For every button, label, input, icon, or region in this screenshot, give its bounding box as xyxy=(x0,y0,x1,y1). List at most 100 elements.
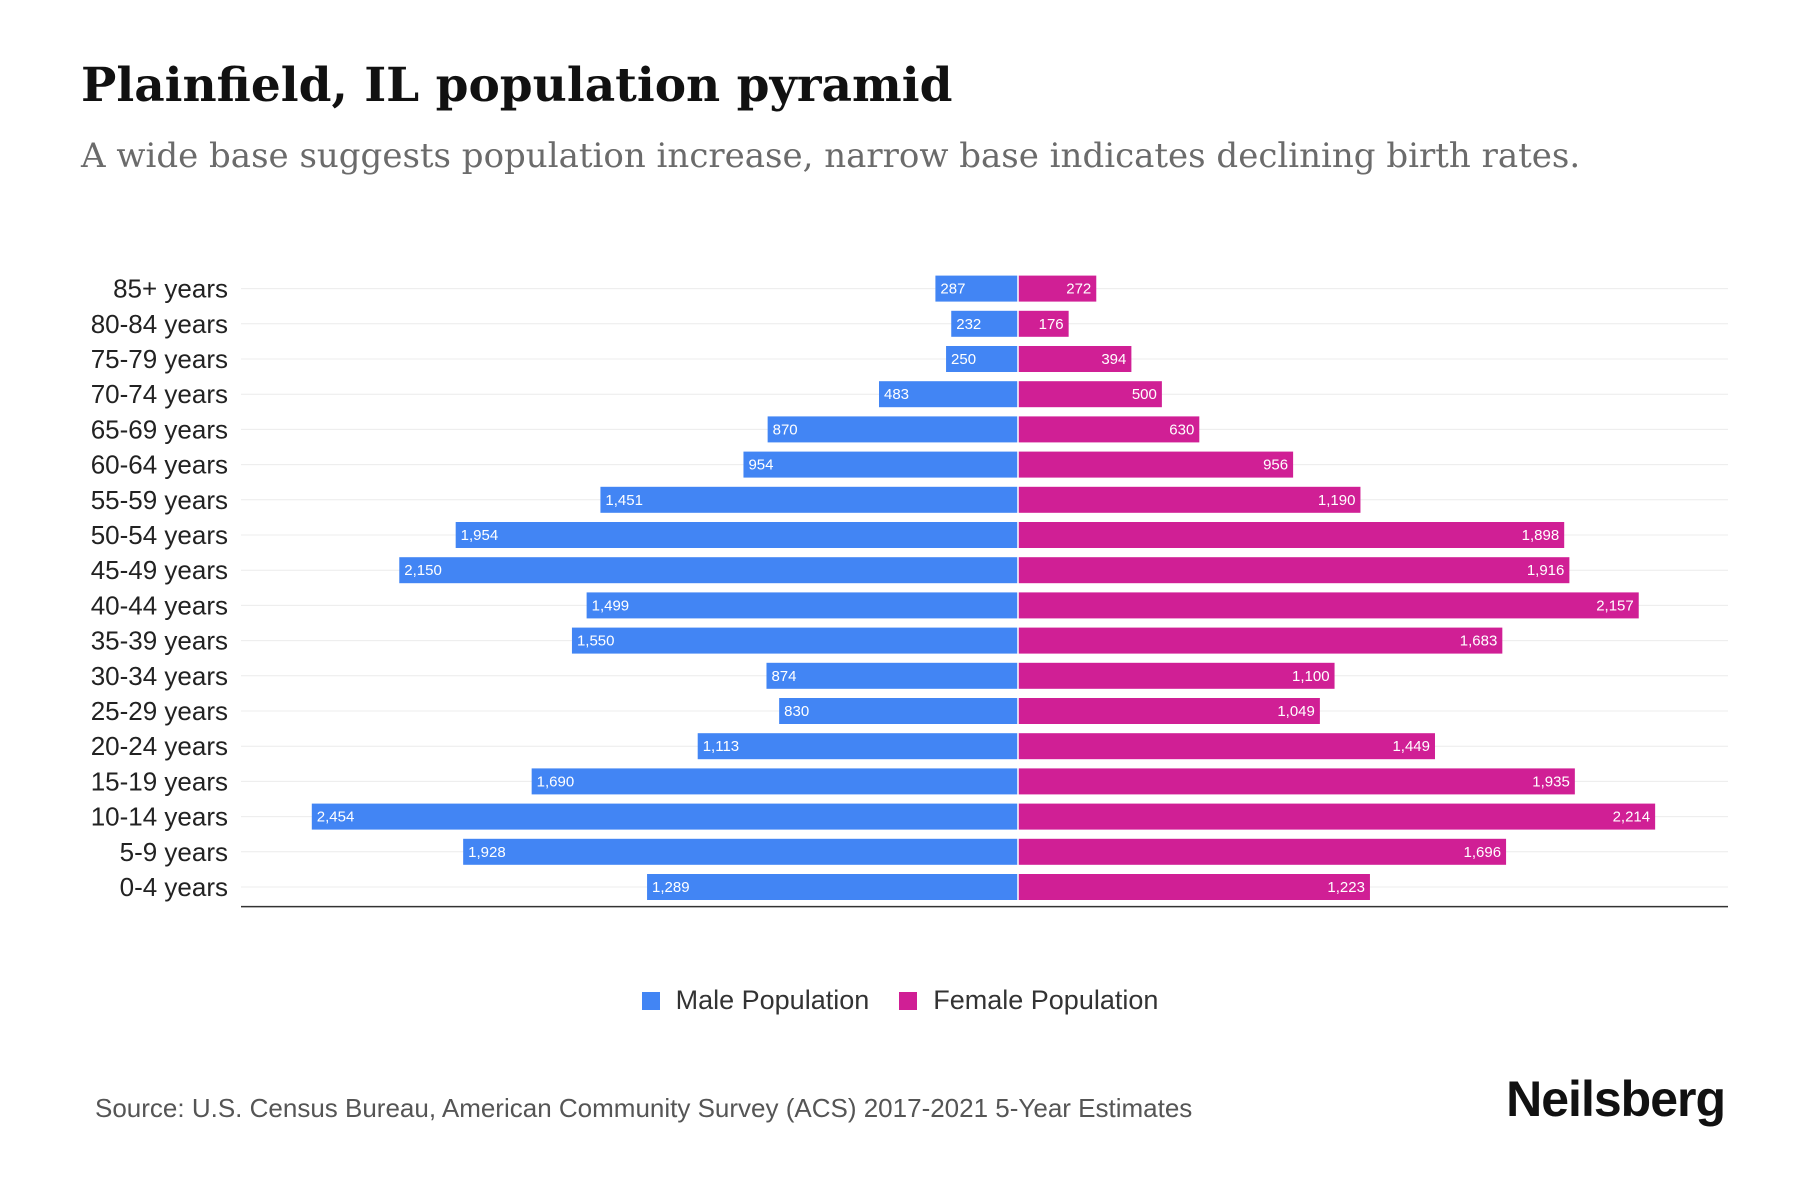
male-bar xyxy=(879,381,1018,408)
chart-title: Plainfield, IL population pyramid xyxy=(81,58,953,113)
male-value-label: 287 xyxy=(940,281,965,298)
source-note: Source: U.S. Census Bureau, American Com… xyxy=(95,1093,1193,1123)
male-swatch xyxy=(641,991,660,1010)
population-pyramid-chart: 287 272 85+ years 232 176 80-84 years 250 394 75… xyxy=(90,273,1728,908)
male-bar xyxy=(586,592,1018,619)
female-value-label: 630 xyxy=(1169,421,1194,438)
chart-legend: Male Population Female Population xyxy=(0,985,1800,1016)
male-bar xyxy=(697,733,1018,760)
male-bar xyxy=(951,310,1018,337)
category-label: 30-34 years xyxy=(91,661,228,691)
brand-logo: Neilsberg xyxy=(1506,1071,1726,1127)
category-label: 0-4 years xyxy=(120,872,228,902)
legend-male-label: Male Population xyxy=(675,985,870,1015)
female-bar xyxy=(1018,768,1575,795)
category-label: 75-79 years xyxy=(91,344,228,374)
category-label: 15-19 years xyxy=(91,766,228,796)
category-label: 45-49 years xyxy=(91,555,228,585)
female-value-label: 500 xyxy=(1132,386,1157,403)
female-bar xyxy=(1018,557,1570,584)
female-value-label: 1,223 xyxy=(1327,879,1365,896)
male-value-label: 1,954 xyxy=(461,527,499,544)
female-bar xyxy=(1018,275,1097,302)
male-value-label: 232 xyxy=(956,316,981,333)
category-label: 35-39 years xyxy=(91,626,228,656)
male-value-label: 954 xyxy=(748,457,773,474)
female-bar xyxy=(1018,662,1335,689)
legend-female-label: Female Population xyxy=(933,985,1159,1015)
female-bar xyxy=(1018,627,1503,654)
legend-item-male: Male Population xyxy=(641,985,870,1016)
female-value-label: 272 xyxy=(1066,281,1091,298)
female-value-label: 1,898 xyxy=(1522,527,1560,544)
female-bar xyxy=(1018,874,1370,900)
category-label: 50-54 years xyxy=(91,520,228,550)
legend-item-female: Female Population xyxy=(899,985,1158,1016)
male-value-label: 1,550 xyxy=(577,633,615,650)
category-label: 20-24 years xyxy=(91,731,228,761)
male-value-label: 1,928 xyxy=(468,844,506,861)
category-label: 5-9 years xyxy=(120,837,228,867)
female-value-label: 176 xyxy=(1039,316,1064,333)
female-value-label: 1,683 xyxy=(1460,633,1498,650)
female-bar xyxy=(1018,381,1162,408)
male-bar xyxy=(399,557,1018,584)
male-bar xyxy=(743,451,1018,478)
male-value-label: 2,454 xyxy=(317,809,355,826)
male-value-label: 1,451 xyxy=(605,492,643,509)
category-label: 60-64 years xyxy=(91,450,228,480)
male-value-label: 1,289 xyxy=(652,879,690,896)
male-bar xyxy=(647,874,1018,900)
category-label: 70-74 years xyxy=(91,379,228,409)
female-bar xyxy=(1018,451,1294,478)
category-label: 65-69 years xyxy=(91,414,228,444)
female-value-label: 1,190 xyxy=(1318,492,1356,509)
male-value-label: 1,113 xyxy=(703,738,739,755)
male-bar xyxy=(946,346,1018,372)
female-bar xyxy=(1018,346,1132,372)
female-bar xyxy=(1018,416,1200,443)
male-bar xyxy=(779,698,1018,724)
female-value-label: 1,100 xyxy=(1292,668,1330,685)
male-bar xyxy=(311,803,1018,830)
male-bar xyxy=(766,662,1018,689)
male-bar xyxy=(455,522,1018,548)
female-bar xyxy=(1018,803,1656,830)
male-value-label: 1,499 xyxy=(592,597,630,614)
male-bar xyxy=(767,416,1018,443)
female-swatch xyxy=(899,991,918,1010)
male-value-label: 870 xyxy=(773,421,798,438)
female-value-label: 394 xyxy=(1101,351,1126,368)
chart-subtitle: A wide base suggests population increase… xyxy=(81,136,1581,176)
category-label: 55-59 years xyxy=(91,485,228,515)
female-value-label: 1,696 xyxy=(1464,844,1502,861)
male-bar xyxy=(571,627,1018,654)
female-value-label: 2,214 xyxy=(1613,809,1651,826)
category-label: 25-29 years xyxy=(91,696,228,726)
category-label: 85+ years xyxy=(113,274,228,304)
female-value-label: 1,449 xyxy=(1392,738,1430,755)
male-bar xyxy=(935,275,1018,302)
male-value-label: 830 xyxy=(784,703,809,720)
female-bar xyxy=(1018,486,1361,513)
female-bar xyxy=(1018,310,1069,337)
female-value-label: 1,916 xyxy=(1527,562,1565,579)
male-value-label: 1,690 xyxy=(537,773,575,790)
male-value-label: 2,150 xyxy=(404,562,442,579)
female-value-label: 2,157 xyxy=(1596,597,1634,614)
female-value-label: 1,049 xyxy=(1277,703,1315,720)
female-value-label: 956 xyxy=(1263,457,1288,474)
category-label: 80-84 years xyxy=(91,309,228,339)
male-bar xyxy=(463,838,1019,865)
male-value-label: 483 xyxy=(884,386,909,403)
male-value-label: 874 xyxy=(771,668,796,685)
female-bar xyxy=(1018,733,1435,760)
category-label: 10-14 years xyxy=(91,802,228,832)
female-bar xyxy=(1018,838,1507,865)
female-value-label: 1,935 xyxy=(1532,773,1570,790)
male-bar xyxy=(531,768,1018,795)
female-bar xyxy=(1018,522,1565,548)
female-bar xyxy=(1018,698,1320,724)
male-bar xyxy=(600,486,1018,513)
male-value-label: 250 xyxy=(951,351,976,368)
